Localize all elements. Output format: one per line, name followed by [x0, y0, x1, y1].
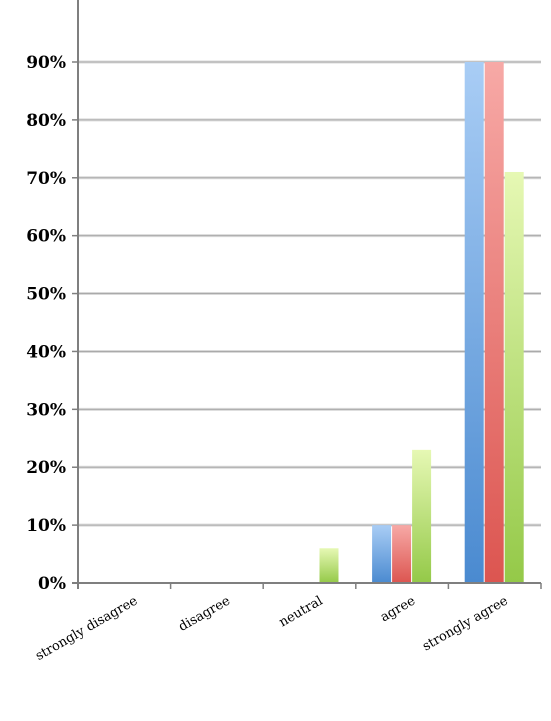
bar-s2-neutral: [319, 548, 339, 583]
bar-s2-strongly-agree: [504, 171, 524, 583]
x-tick-label: agree: [378, 593, 418, 625]
y-tick-label: 20%: [26, 458, 66, 478]
y-tick-label: 10%: [26, 516, 66, 536]
bar-s2-agree: [412, 449, 432, 583]
gridlines: [78, 60, 541, 527]
y-tick-label: 70%: [26, 169, 66, 189]
x-tick-label: strongly agree: [420, 593, 511, 654]
x-tick-label: neutral: [277, 593, 326, 630]
x-tick-label: strongly disagree: [33, 593, 140, 664]
y-tick-label: 60%: [26, 227, 66, 247]
y-tick-label: 80%: [26, 111, 66, 131]
bar-s0-strongly-agree: [464, 62, 484, 583]
y-tick-label: 90%: [26, 53, 66, 73]
y-tick-label: 0%: [38, 574, 66, 594]
y-tick-label: 30%: [26, 400, 66, 420]
bars: [319, 62, 524, 583]
x-tick-label: disagree: [176, 593, 233, 635]
axes: [72, 0, 542, 589]
y-tick-labels: 0% 10% 20% 30% 40% 50% 60% 70% 80% 90%: [26, 53, 66, 594]
bar-s1-agree: [392, 525, 412, 583]
bar-s0-agree: [372, 525, 392, 583]
x-tick-labels: strongly disagree disagree neutral agree str…: [33, 593, 511, 664]
y-tick-label: 40%: [26, 342, 66, 362]
bar-s1-strongly-agree: [484, 62, 504, 583]
y-tick-label: 50%: [26, 285, 66, 305]
